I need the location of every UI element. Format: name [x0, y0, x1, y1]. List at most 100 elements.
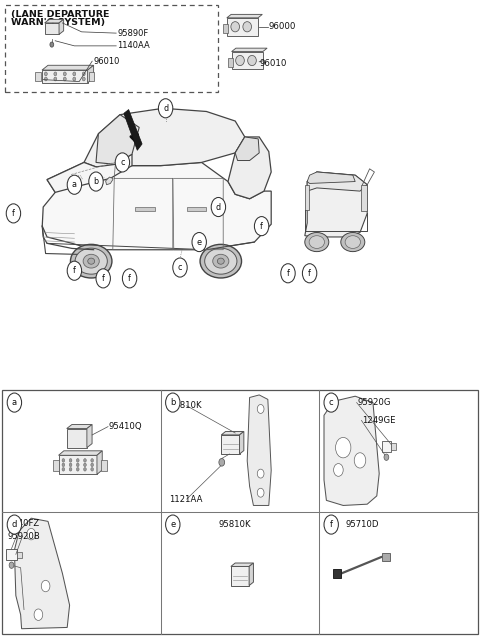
Polygon shape — [59, 19, 64, 34]
Ellipse shape — [345, 236, 360, 248]
Text: f: f — [308, 269, 311, 278]
Text: 1140AA: 1140AA — [117, 41, 150, 50]
Bar — [223, 24, 228, 33]
Text: d: d — [163, 104, 168, 113]
Polygon shape — [87, 424, 92, 448]
Ellipse shape — [231, 22, 240, 32]
Circle shape — [384, 454, 389, 461]
Bar — [2, 390, 478, 634]
Bar — [5, 5, 218, 92]
Bar — [135, 207, 155, 211]
Circle shape — [41, 580, 50, 592]
Bar — [53, 460, 59, 471]
Polygon shape — [106, 177, 113, 185]
Circle shape — [69, 468, 72, 471]
Circle shape — [91, 463, 94, 467]
Text: 95890F: 95890F — [117, 29, 148, 38]
Ellipse shape — [71, 245, 112, 278]
Ellipse shape — [204, 248, 237, 274]
Ellipse shape — [236, 55, 244, 66]
Text: (LANE DEPARTURE: (LANE DEPARTURE — [11, 10, 109, 18]
Polygon shape — [67, 424, 92, 429]
Bar — [391, 443, 396, 450]
Polygon shape — [45, 23, 59, 34]
Circle shape — [219, 459, 225, 466]
Circle shape — [27, 529, 36, 540]
Polygon shape — [42, 162, 271, 250]
Ellipse shape — [243, 22, 252, 32]
Circle shape — [166, 515, 180, 534]
Circle shape — [334, 464, 343, 476]
Ellipse shape — [217, 258, 224, 264]
Polygon shape — [96, 115, 139, 164]
Circle shape — [96, 269, 110, 288]
Text: b: b — [170, 398, 176, 407]
Circle shape — [257, 469, 264, 478]
Circle shape — [324, 515, 338, 534]
Circle shape — [83, 72, 85, 76]
Polygon shape — [240, 431, 244, 454]
Circle shape — [63, 77, 66, 81]
Text: a: a — [72, 180, 77, 189]
Circle shape — [62, 463, 65, 467]
Circle shape — [354, 453, 366, 468]
Bar — [36, 72, 41, 81]
Text: WARN'G SYSTEM): WARN'G SYSTEM) — [11, 18, 105, 27]
Circle shape — [257, 488, 264, 497]
Polygon shape — [67, 429, 87, 448]
Circle shape — [45, 77, 47, 81]
Circle shape — [302, 264, 317, 283]
Text: c: c — [329, 398, 334, 407]
Polygon shape — [45, 19, 64, 23]
Text: e: e — [197, 238, 202, 247]
Polygon shape — [227, 18, 258, 36]
Bar — [382, 553, 390, 561]
Text: d: d — [216, 203, 221, 211]
Circle shape — [73, 77, 76, 81]
Text: f: f — [102, 274, 105, 283]
Text: f: f — [128, 274, 131, 283]
Text: a: a — [12, 398, 17, 407]
Text: 1140FZ: 1140FZ — [7, 519, 39, 528]
Polygon shape — [59, 455, 97, 475]
Circle shape — [257, 404, 264, 413]
Text: 96000: 96000 — [269, 22, 296, 31]
Circle shape — [7, 393, 22, 412]
Ellipse shape — [200, 245, 241, 278]
Text: f: f — [287, 269, 289, 278]
Ellipse shape — [341, 233, 365, 252]
Text: f: f — [73, 266, 76, 275]
Circle shape — [192, 233, 206, 252]
Circle shape — [73, 72, 76, 76]
Text: 95920B: 95920B — [7, 531, 40, 541]
Polygon shape — [247, 395, 271, 506]
Circle shape — [324, 393, 338, 412]
Polygon shape — [307, 172, 367, 191]
Text: 95710D: 95710D — [346, 520, 379, 529]
Text: 1121AA: 1121AA — [169, 494, 203, 504]
Text: f: f — [330, 520, 333, 529]
Circle shape — [45, 72, 47, 76]
Text: 95410Q: 95410Q — [109, 422, 143, 431]
Bar — [333, 569, 341, 578]
Circle shape — [166, 393, 180, 412]
Ellipse shape — [75, 248, 108, 274]
Text: b: b — [94, 177, 98, 186]
Ellipse shape — [88, 258, 95, 264]
Polygon shape — [231, 563, 253, 566]
Polygon shape — [42, 65, 94, 70]
Circle shape — [89, 172, 103, 191]
Polygon shape — [84, 108, 245, 167]
Circle shape — [84, 463, 86, 467]
Polygon shape — [87, 65, 94, 83]
Polygon shape — [14, 519, 70, 629]
Circle shape — [50, 42, 54, 47]
Bar — [361, 185, 367, 211]
Circle shape — [34, 609, 43, 620]
Text: 95810K: 95810K — [169, 401, 202, 410]
Circle shape — [336, 438, 351, 458]
Polygon shape — [97, 451, 102, 475]
Circle shape — [173, 258, 187, 277]
Circle shape — [69, 463, 72, 467]
Circle shape — [158, 99, 173, 118]
